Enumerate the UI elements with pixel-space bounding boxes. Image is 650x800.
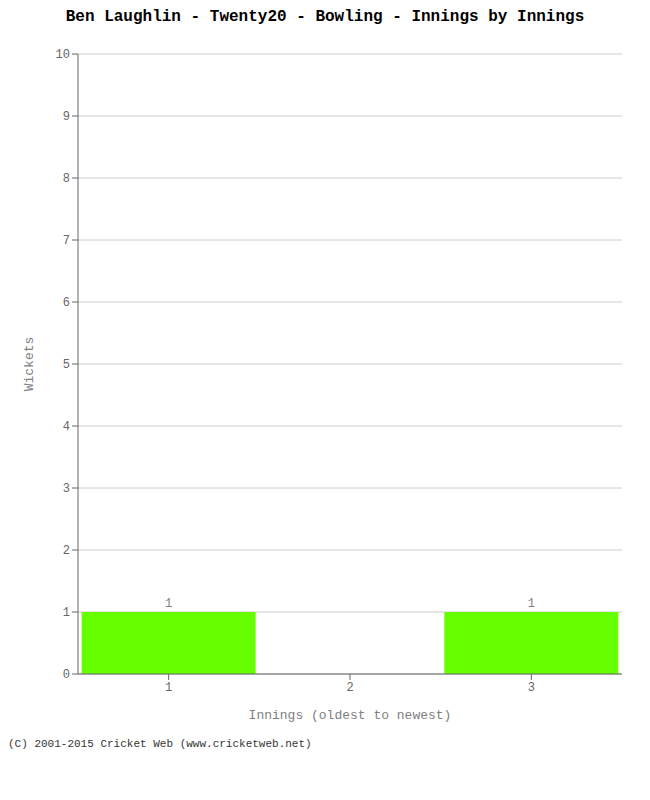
svg-text:4: 4: [63, 420, 70, 434]
svg-text:1: 1: [165, 597, 172, 611]
svg-text:8: 8: [63, 172, 70, 186]
svg-text:Wickets: Wickets: [22, 337, 37, 392]
svg-text:1: 1: [165, 681, 172, 695]
svg-text:9: 9: [63, 110, 70, 124]
svg-text:1: 1: [63, 606, 70, 620]
svg-text:2: 2: [63, 544, 70, 558]
svg-text:6: 6: [63, 296, 70, 310]
svg-text:Innings (oldest to newest): Innings (oldest to newest): [249, 708, 452, 723]
svg-text:3: 3: [528, 681, 535, 695]
svg-text:1: 1: [528, 597, 535, 611]
svg-text:10: 10: [56, 48, 70, 62]
svg-text:0: 0: [63, 668, 70, 682]
svg-text:7: 7: [63, 234, 70, 248]
html-text:Ben Laughlin - Twenty20 - Bowl: Ben Laughlin - Twenty20 - Bowling - Inni…: [65, 8, 585, 26]
svg-text:3: 3: [63, 482, 70, 496]
svg-text:2: 2: [346, 681, 353, 695]
svg-text:5: 5: [63, 358, 70, 372]
html-text:(C) 2001-2015 Cricket Web (www: (C) 2001-2015 Cricket Web (www.cricketwe…: [8, 738, 312, 750]
